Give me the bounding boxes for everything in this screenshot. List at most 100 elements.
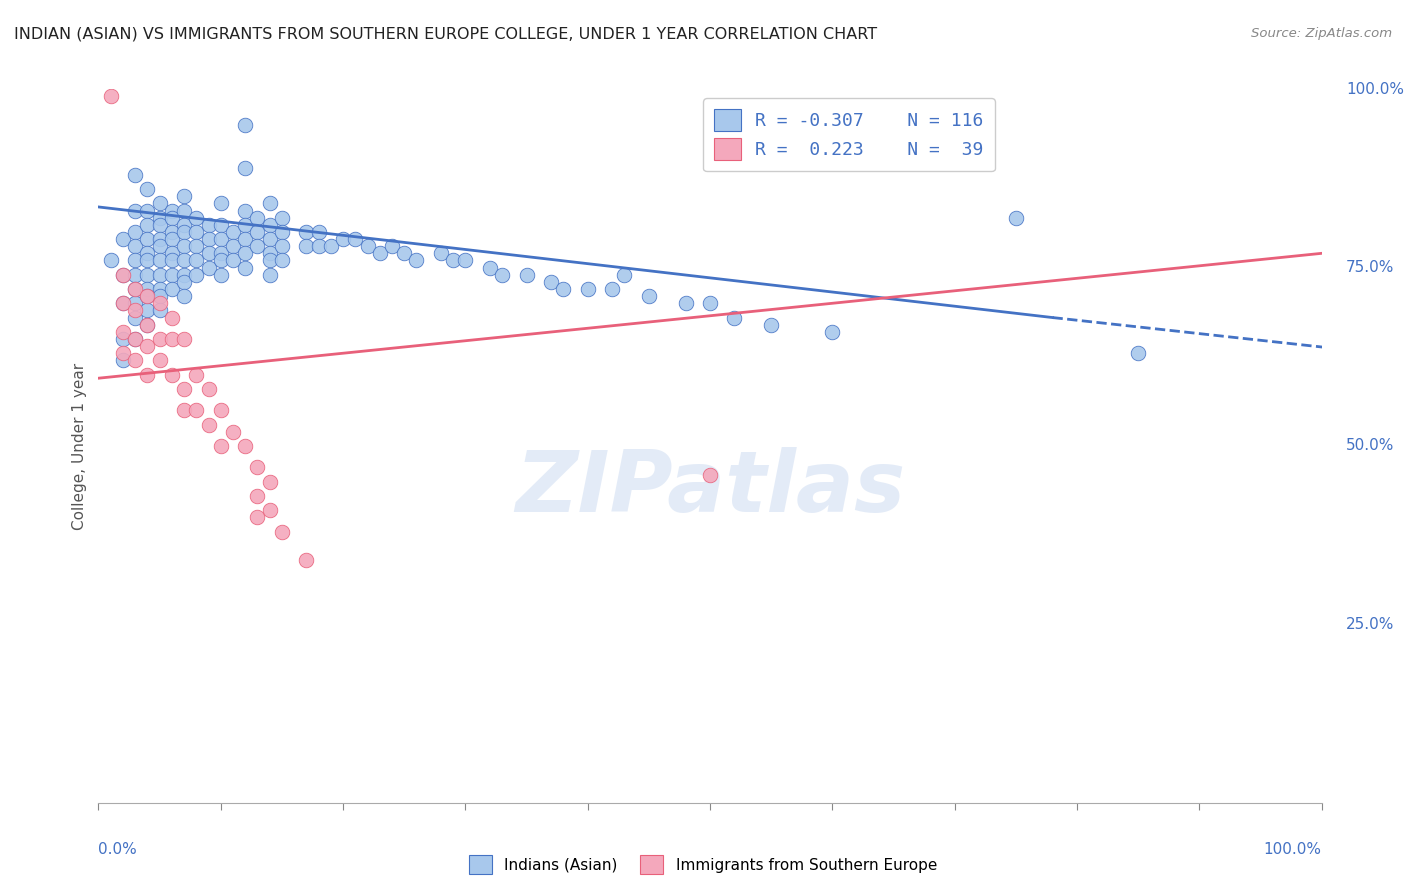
Point	[270, 524, 294, 539]
Point	[136, 368, 159, 382]
Point	[124, 303, 146, 318]
Point	[295, 225, 318, 239]
Point	[149, 296, 172, 310]
Point	[173, 403, 195, 417]
Point	[209, 246, 232, 260]
Point	[173, 332, 195, 346]
Point	[259, 268, 281, 282]
Point	[136, 318, 159, 332]
Point	[124, 239, 146, 253]
Point	[368, 246, 391, 260]
Point	[233, 439, 256, 453]
Point	[149, 239, 172, 253]
Point	[761, 318, 783, 332]
Point	[209, 232, 232, 246]
Point	[699, 296, 721, 310]
Point	[124, 353, 146, 368]
Y-axis label: College, Under 1 year: College, Under 1 year	[72, 362, 87, 530]
Point	[136, 289, 159, 303]
Point	[173, 289, 195, 303]
Point	[381, 239, 404, 253]
Point	[246, 239, 269, 253]
Point	[186, 225, 208, 239]
Legend: R = -0.307    N = 116, R =  0.223    N =  39: R = -0.307 N = 116, R = 0.223 N = 39	[703, 98, 994, 171]
Point	[136, 253, 159, 268]
Point	[197, 382, 219, 396]
Point	[454, 253, 477, 268]
Point	[136, 203, 159, 218]
Point	[124, 225, 146, 239]
Point	[233, 246, 256, 260]
Point	[136, 182, 159, 196]
Point	[233, 218, 256, 232]
Point	[136, 268, 159, 282]
Point	[295, 239, 318, 253]
Point	[124, 168, 146, 182]
Point	[149, 218, 172, 232]
Point	[136, 282, 159, 296]
Point	[111, 296, 134, 310]
Point	[233, 118, 256, 132]
Point	[209, 196, 232, 211]
Point	[124, 282, 146, 296]
Point	[540, 275, 562, 289]
Point	[259, 475, 281, 489]
Point	[149, 268, 172, 282]
Legend: Indians (Asian), Immigrants from Southern Europe: Indians (Asian), Immigrants from Souther…	[463, 849, 943, 880]
Point	[160, 310, 183, 325]
Text: 0.0%: 0.0%	[98, 842, 138, 857]
Point	[222, 425, 245, 439]
Point	[173, 239, 195, 253]
Point	[392, 246, 416, 260]
Point	[319, 239, 342, 253]
Point	[124, 203, 146, 218]
Point	[111, 325, 134, 339]
Point	[675, 296, 697, 310]
Text: 50.0%: 50.0%	[1346, 439, 1395, 453]
Point	[332, 232, 354, 246]
Point	[136, 246, 159, 260]
Point	[478, 260, 501, 275]
Point	[160, 368, 183, 382]
Point	[111, 232, 134, 246]
Point	[344, 232, 367, 246]
Point	[160, 253, 183, 268]
Point	[723, 310, 745, 325]
Point	[600, 282, 623, 296]
Point	[149, 289, 172, 303]
Point	[136, 339, 159, 353]
Point	[308, 239, 330, 253]
Point	[136, 232, 159, 246]
Point	[197, 232, 219, 246]
Point	[430, 246, 453, 260]
Text: 25.0%: 25.0%	[1346, 617, 1395, 632]
Point	[270, 225, 294, 239]
Point	[209, 403, 232, 417]
Point	[124, 268, 146, 282]
Point	[613, 268, 636, 282]
Point	[149, 332, 172, 346]
Point	[441, 253, 464, 268]
Point	[111, 346, 134, 360]
Point	[100, 253, 122, 268]
Point	[222, 253, 245, 268]
Point	[197, 218, 219, 232]
Point	[136, 303, 159, 318]
Point	[160, 211, 183, 225]
Point	[233, 260, 256, 275]
Point	[246, 460, 269, 475]
Point	[149, 282, 172, 296]
Text: INDIAN (ASIAN) VS IMMIGRANTS FROM SOUTHERN EUROPE COLLEGE, UNDER 1 YEAR CORRELAT: INDIAN (ASIAN) VS IMMIGRANTS FROM SOUTHE…	[14, 27, 877, 42]
Point	[136, 318, 159, 332]
Point	[173, 382, 195, 396]
Point	[259, 503, 281, 517]
Point	[186, 403, 208, 417]
Point	[1128, 346, 1150, 360]
Point	[173, 189, 195, 203]
Point	[637, 289, 661, 303]
Point	[405, 253, 427, 268]
Point	[209, 439, 232, 453]
Point	[111, 268, 134, 282]
Point	[222, 225, 245, 239]
Point	[149, 353, 172, 368]
